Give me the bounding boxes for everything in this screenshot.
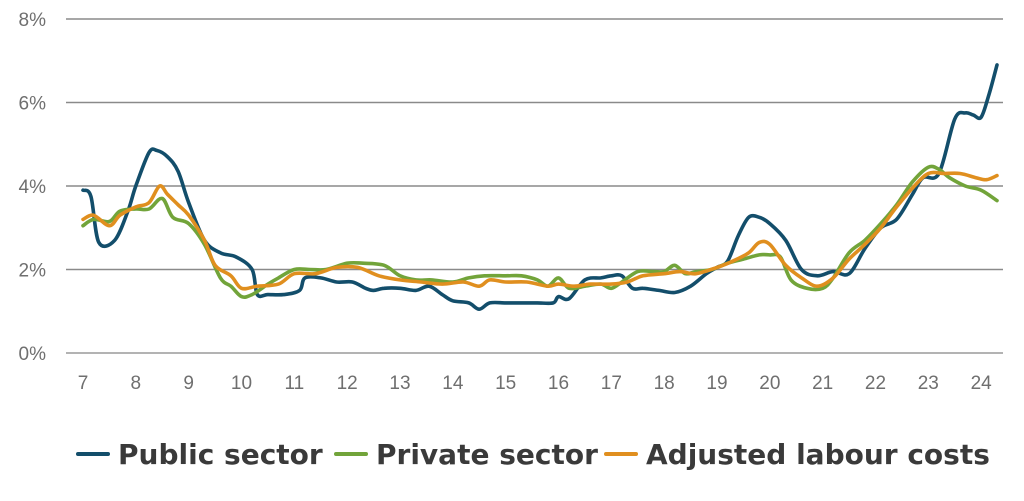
legend-label: Public sector [118, 438, 323, 471]
x-tick-label: 21 [812, 373, 833, 394]
x-tick-label: 13 [389, 373, 410, 394]
x-tick-label: 23 [918, 373, 939, 394]
x-tick-label: 8 [131, 373, 142, 394]
adjusted-labour-costs-line [81, 170, 999, 291]
legend-label: Adjusted labour costs [646, 438, 990, 471]
x-tick-label: 9 [183, 373, 194, 394]
y-tick-label: 4% [19, 177, 47, 198]
x-tick-label: 19 [706, 373, 727, 394]
x-tick-label: 16 [548, 373, 569, 394]
legend-public-sector: Public sector [76, 438, 323, 471]
legend: Public sector Private sector Adjusted labo… [76, 438, 990, 471]
x-tick-label: 17 [601, 373, 622, 394]
x-tick-label: 14 [442, 373, 464, 394]
legend-private-sector: Private sector [334, 438, 598, 471]
y-tick-label: 2% [19, 261, 47, 282]
x-axis-tick-labels: 7 8 9 10 11 12 13 14 15 16 17 18 19 20 21 22 23 24 [78, 373, 992, 394]
x-tick-label: 12 [337, 373, 358, 394]
legend-label: Private sector [376, 438, 598, 471]
x-tick-label: 24 [971, 373, 993, 394]
x-tick-label: 15 [495, 373, 516, 394]
legend-adjusted-labour-costs: Adjusted labour costs [604, 438, 990, 471]
x-tick-label: 22 [865, 373, 886, 394]
x-tick-label: 11 [284, 373, 304, 394]
public-sector-line [81, 63, 999, 311]
series-lines [81, 63, 999, 311]
y-axis-tick-labels: 0% 2% 4% 6% 8% [19, 10, 47, 365]
y-tick-label: 0% [19, 344, 47, 365]
y-tick-label: 6% [19, 94, 47, 115]
x-tick-label: 20 [759, 373, 780, 394]
x-tick-label: 18 [654, 373, 675, 394]
x-tick-label: 7 [78, 373, 89, 394]
y-tick-label: 8% [19, 10, 47, 31]
x-tick-label: 10 [231, 373, 252, 394]
